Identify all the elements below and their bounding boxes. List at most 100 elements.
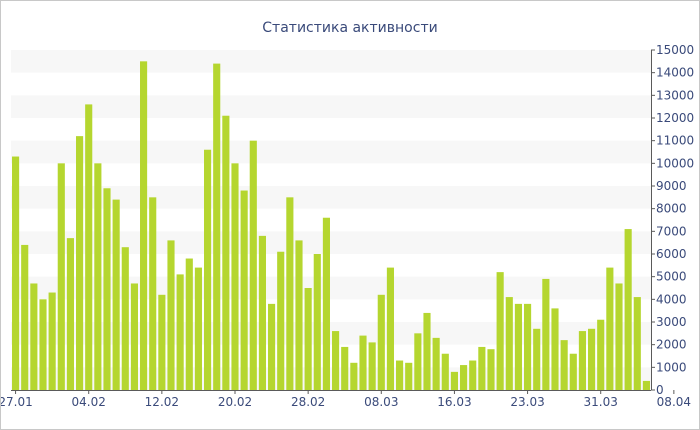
bar <box>624 229 632 390</box>
y-tick-label: 4000 <box>656 292 687 306</box>
bar <box>514 303 522 390</box>
bar <box>295 240 303 390</box>
bar <box>533 328 541 390</box>
bar <box>30 283 38 390</box>
bar <box>103 188 111 390</box>
bar <box>231 163 239 390</box>
bar <box>12 156 20 390</box>
x-tick-label: 31.03 <box>584 395 618 409</box>
bar <box>414 333 422 390</box>
x-tick-label: 23.03 <box>510 395 544 409</box>
bar <box>615 283 623 390</box>
bar <box>313 254 321 390</box>
bar <box>359 335 367 390</box>
y-tick-label: 2000 <box>656 338 687 352</box>
bar <box>66 238 74 390</box>
bar <box>149 197 157 390</box>
bar <box>386 267 394 390</box>
bar <box>633 297 641 390</box>
bar <box>140 61 148 390</box>
bar-series <box>12 61 650 391</box>
bar <box>487 349 495 390</box>
bar <box>277 251 285 390</box>
bar <box>341 346 349 390</box>
bar <box>94 163 102 390</box>
bar <box>441 353 449 390</box>
bar <box>505 297 513 390</box>
bar <box>350 362 358 390</box>
bar <box>432 337 440 390</box>
bar <box>606 267 614 390</box>
bar <box>185 258 193 390</box>
y-tick-label: 12000 <box>656 111 694 125</box>
bar <box>368 342 376 390</box>
bar <box>597 319 605 390</box>
bar <box>249 140 257 390</box>
y-tick-label: 15000 <box>656 43 694 57</box>
chart-title: Статистика активности <box>262 20 437 36</box>
bar <box>176 274 184 390</box>
bar <box>204 149 212 390</box>
grid-band <box>11 95 651 118</box>
bar <box>423 312 431 390</box>
bar <box>377 294 385 390</box>
bar <box>469 360 477 390</box>
x-tick-label: 12.02 <box>145 395 179 409</box>
bar <box>121 247 129 390</box>
bar <box>258 235 266 390</box>
y-tick-labels: 0 1000 2000 3000 4000 5000 6000 7000 8000 9000 100… <box>656 43 694 397</box>
axes <box>11 49 675 394</box>
bar <box>588 328 596 390</box>
y-tick-label: 8000 <box>656 202 687 216</box>
bar <box>569 353 577 390</box>
bar <box>21 244 29 390</box>
y-tick-label: 13000 <box>656 88 694 102</box>
bar <box>322 217 330 390</box>
grid-band <box>11 186 651 209</box>
bar <box>524 303 532 390</box>
bar <box>560 340 568 390</box>
y-tick-label: 6000 <box>656 247 687 261</box>
bar <box>496 272 504 390</box>
bar <box>286 197 294 390</box>
bar <box>76 136 84 390</box>
x-tick-label: 08.03 <box>364 395 398 409</box>
bar <box>158 294 166 390</box>
x-tick-labels: 27.01 04.02 12.02 20.02 28.02 08.03 16.03 23.03… <box>1 395 691 409</box>
bar <box>405 362 413 390</box>
bar <box>222 115 230 390</box>
bar <box>57 163 65 390</box>
x-tick-label: 28.02 <box>291 395 325 409</box>
bar <box>450 371 458 390</box>
bar <box>332 331 340 390</box>
bar <box>194 267 202 390</box>
grid-band <box>11 50 651 73</box>
bar <box>551 308 559 390</box>
bar <box>48 292 56 390</box>
x-tick-label: 20.02 <box>218 395 252 409</box>
y-tick-label: 3000 <box>656 315 687 329</box>
y-tick-label: 10000 <box>656 156 694 170</box>
y-tick-label: 14000 <box>656 66 694 80</box>
bar <box>396 360 404 390</box>
bar <box>85 104 93 391</box>
x-tick-label: 04.02 <box>72 395 106 409</box>
bar <box>478 346 486 390</box>
bar <box>460 365 468 390</box>
x-tick-label: 08.04 <box>657 395 691 409</box>
y-tick-label: 11000 <box>656 134 694 148</box>
grid-band <box>11 140 651 164</box>
bar <box>642 380 650 390</box>
bar <box>542 278 550 390</box>
bar <box>304 288 312 390</box>
bar <box>268 303 276 390</box>
y-tick-label: 5000 <box>656 270 687 284</box>
y-tick-label: 1000 <box>656 360 687 374</box>
bar <box>130 283 138 390</box>
bar <box>578 331 586 390</box>
bar <box>112 199 120 390</box>
bar <box>240 190 248 390</box>
bar <box>213 63 221 390</box>
